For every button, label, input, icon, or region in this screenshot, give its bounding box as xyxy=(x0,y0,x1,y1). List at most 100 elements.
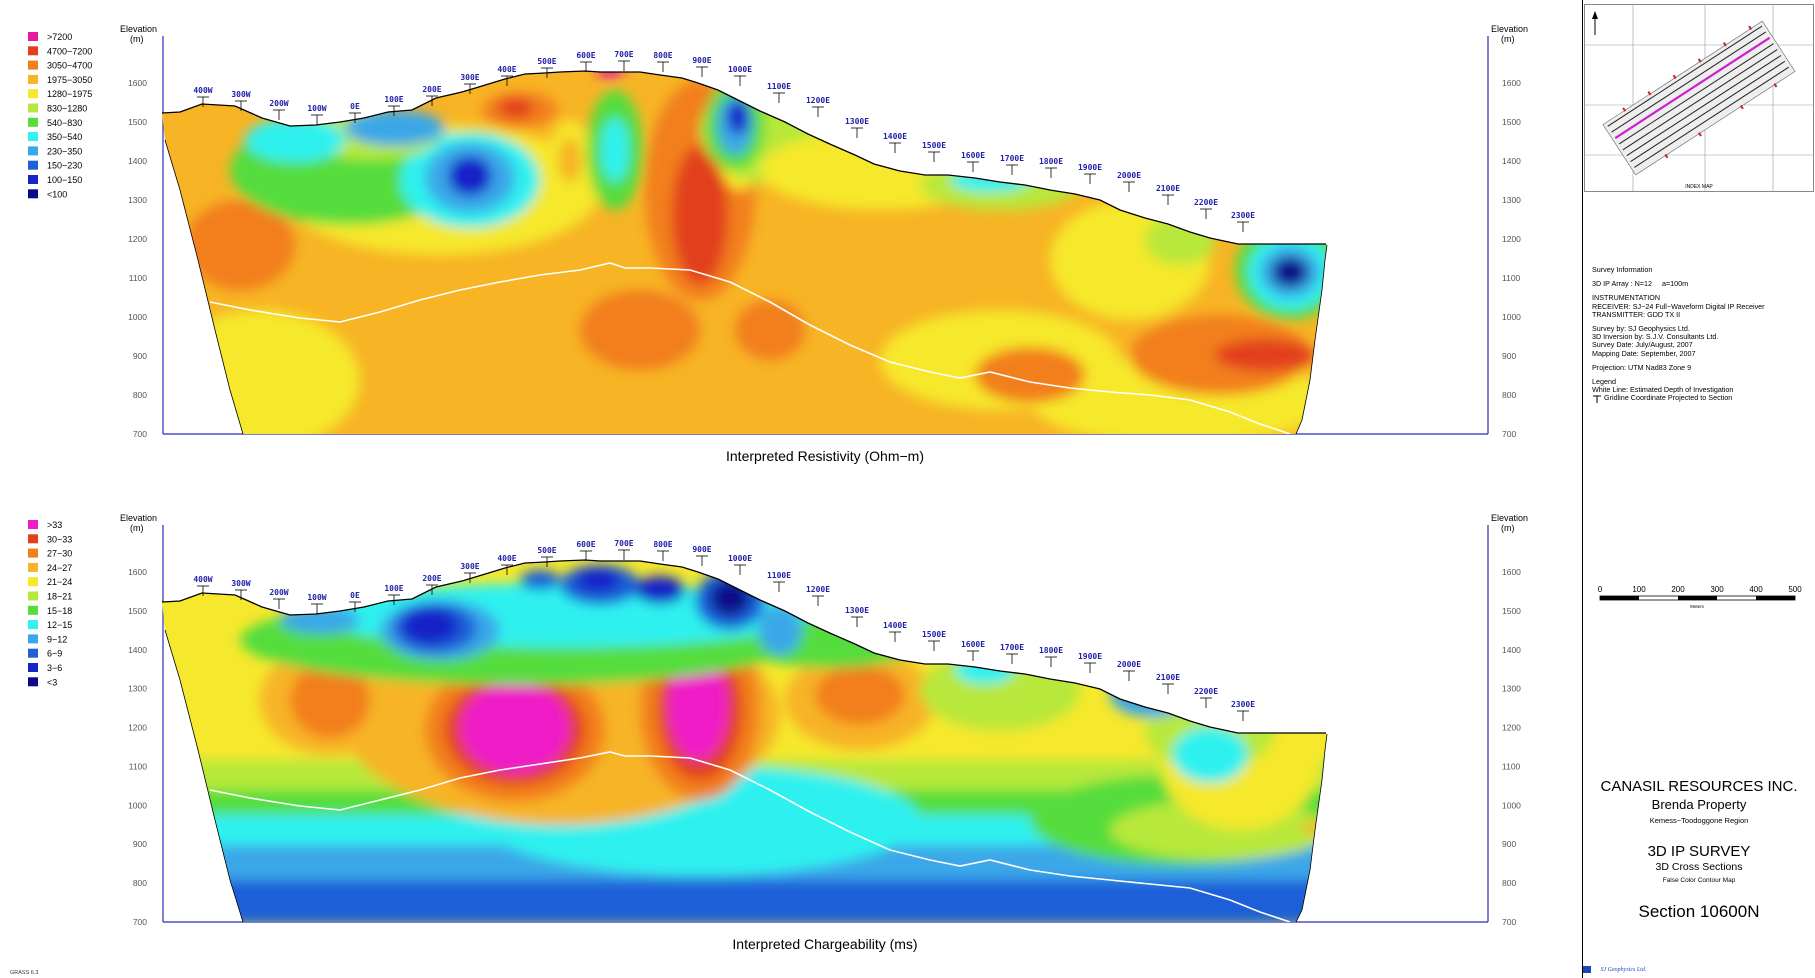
chargeability-legend-label: 3−6 xyxy=(47,663,62,673)
chargeability-station-label: 1700E xyxy=(1000,643,1024,652)
chargeability-legend-label: >33 xyxy=(47,520,62,530)
resistivity-left-tick-label: 1300 xyxy=(128,195,147,205)
chargeability-legend-swatch xyxy=(28,634,38,644)
chargeability-legend-label: 9−12 xyxy=(47,634,67,644)
chargeability-station-label: 200E xyxy=(422,574,441,583)
resistivity-legend-label: 540−830 xyxy=(47,118,82,128)
index-map-title: INDEX MAP xyxy=(1685,184,1713,190)
resistivity-legend-swatch xyxy=(28,146,38,156)
chargeability-left-tick-label: 1300 xyxy=(128,684,147,694)
resistivity-station-label: 900E xyxy=(692,56,711,65)
chargeability-left-tick-label: 1000 xyxy=(128,800,147,810)
resistivity-station-label: 2000E xyxy=(1117,171,1141,180)
resistivity-left-tick-label: 800 xyxy=(133,390,147,400)
resistivity-right-tick-label: 1100 xyxy=(1502,273,1521,283)
chargeability-right-tick-label: 1400 xyxy=(1502,645,1521,655)
chargeability-left-tick-label: 800 xyxy=(133,878,147,888)
resistivity-legend-swatch xyxy=(28,89,38,99)
projection-info: Projection: UTM Nad83 Zone 9 xyxy=(1592,362,1692,372)
chargeability-left-boundary xyxy=(164,629,244,923)
chargeability-station-label: 300W xyxy=(231,579,250,588)
resistivity-legend-label: 230−350 xyxy=(47,146,82,156)
resistivity-station-label: 200E xyxy=(422,85,441,94)
chargeability-topography-line xyxy=(161,559,1326,734)
chargeability-legend: >33 30−33 27−30 24−27 21−24 18−21 15−18 12−15 9−… xyxy=(28,520,72,687)
chargeability-station-label: 1800E xyxy=(1039,646,1063,655)
chargeability-section: >33 30−33 27−30 24−27 21−24 18−21 15−18 12−15 9−… xyxy=(28,513,1528,952)
resistivity-legend-label: 1975−3050 xyxy=(47,75,92,85)
resistivity-station-label: 400E xyxy=(497,65,516,74)
instrumentation-heading: INSTRUMENTATION xyxy=(1592,293,1661,303)
chargeability-left-axis-title: Elevation xyxy=(120,513,157,523)
resistivity-legend-swatch xyxy=(28,117,38,127)
resistivity-left-tick-label: 900 xyxy=(133,351,147,361)
chargeability-caption: Interpreted Chargeability (ms) xyxy=(732,936,917,952)
chargeability-legend-swatch xyxy=(28,591,38,601)
resistivity-right-tick-label: 1000 xyxy=(1502,312,1521,322)
resistivity-legend-label: 150−230 xyxy=(47,161,82,171)
chargeability-legend-swatch xyxy=(28,677,38,687)
chargeability-station-label: 2300E xyxy=(1231,700,1255,709)
chargeability-legend-label: 27−30 xyxy=(47,549,72,559)
resistivity-station-label: 2200E xyxy=(1194,198,1218,207)
resistivity-legend-swatch xyxy=(28,74,38,84)
resistivity-station-label: 400W xyxy=(193,86,212,95)
index-map: INDEX MAP xyxy=(1584,4,1814,192)
chargeability-station-label: 2100E xyxy=(1156,673,1180,682)
resistivity-station-label: 1500E xyxy=(922,141,946,150)
resistivity-station-label: 1400E xyxy=(883,132,907,141)
chargeability-right-axis-unit: (m) xyxy=(1501,523,1515,533)
chargeability-legend-label: 12−15 xyxy=(47,620,72,630)
resistivity-left-tick-label: 1600 xyxy=(128,78,147,88)
chargeability-right-tick-label: 800 xyxy=(1502,878,1516,888)
scale-label: 200 xyxy=(1671,585,1685,594)
resistivity-right-tick-label: 800 xyxy=(1502,390,1516,400)
chargeability-right-tick-label: 1000 xyxy=(1502,800,1521,810)
gridline-marker-icon xyxy=(1593,395,1601,403)
resistivity-right-tick-label: 1500 xyxy=(1502,117,1521,127)
chargeability-station-label: 2200E xyxy=(1194,687,1218,696)
chargeability-legend-swatch xyxy=(28,520,38,529)
scale-label: 400 xyxy=(1749,585,1763,594)
chargeability-station-label: 900E xyxy=(692,545,711,554)
resistivity-left-tick-label: 1400 xyxy=(128,156,147,166)
section-title: Section 10600N xyxy=(1638,902,1760,921)
resistivity-station-label: 300E xyxy=(460,73,479,82)
resistivity-right-tick-label: 1600 xyxy=(1502,78,1521,88)
chargeability-legend-label: <3 xyxy=(47,677,57,687)
resistivity-legend-label: 3050−4700 xyxy=(47,61,92,71)
region-name: Kemess−Toodoggone Region xyxy=(1649,816,1749,825)
resistivity-station-label: 1800E xyxy=(1039,157,1063,166)
index-map-drawing: INDEX MAP xyxy=(1585,5,1813,191)
resistivity-legend-swatch xyxy=(28,60,38,70)
chargeability-legend-swatch xyxy=(28,605,38,615)
resistivity-station-labels: 400W 300W 200W 100W 0E 100E 200E 300E 400E 500E 60… xyxy=(193,50,1255,232)
resistivity-station-label: 1600E xyxy=(961,151,985,160)
resistivity-left-tick-label: 700 xyxy=(133,429,147,439)
chargeability-station-labels: 400W 300W 200W 100W 0E 100E 200E 300E 400E 500E 60… xyxy=(193,539,1255,721)
chargeability-station-label: 600E xyxy=(576,540,595,549)
resistivity-legend-swatch xyxy=(28,189,38,199)
chargeability-legend-swatch xyxy=(28,534,38,544)
chargeability-station-label: 100W xyxy=(307,593,326,602)
software-label: GRASS 6.3 xyxy=(10,970,39,976)
scale-unit: Meters xyxy=(1690,604,1705,609)
chargeability-left-tick-label: 900 xyxy=(133,839,147,849)
resistivity-right-axis-unit: (m) xyxy=(1501,34,1515,44)
chargeability-right-tick-label: 1600 xyxy=(1502,567,1521,577)
scale-label: 500 xyxy=(1788,585,1802,594)
chargeability-right-axis-title: Elevation xyxy=(1491,513,1528,523)
resistivity-station-label: 2300E xyxy=(1231,211,1255,220)
resistivity-contour-field xyxy=(162,71,1327,434)
resistivity-legend-label: 830−1280 xyxy=(47,104,87,114)
chargeability-legend-label: 21−24 xyxy=(47,577,72,587)
chargeability-left-ticks: 1600 1500 1400 1300 1200 1100 1000 900 800 700 xyxy=(128,567,147,927)
chargeability-legend-label: 24−27 xyxy=(47,563,72,573)
chargeability-left-tick-label: 700 xyxy=(133,917,147,927)
survey-array: 3D IP Array : N=12 a=100m xyxy=(1592,279,1689,289)
resistivity-legend: >7200 4700−7200 3050−4700 1975−3050 1280−197… xyxy=(28,32,92,199)
chargeability-station-label: 700E xyxy=(614,539,633,548)
resistivity-station-label: 1200E xyxy=(806,96,830,105)
chargeability-legend-swatch xyxy=(28,620,38,630)
survey-date: Survey Date: July/August, 2007 xyxy=(1592,340,1693,350)
